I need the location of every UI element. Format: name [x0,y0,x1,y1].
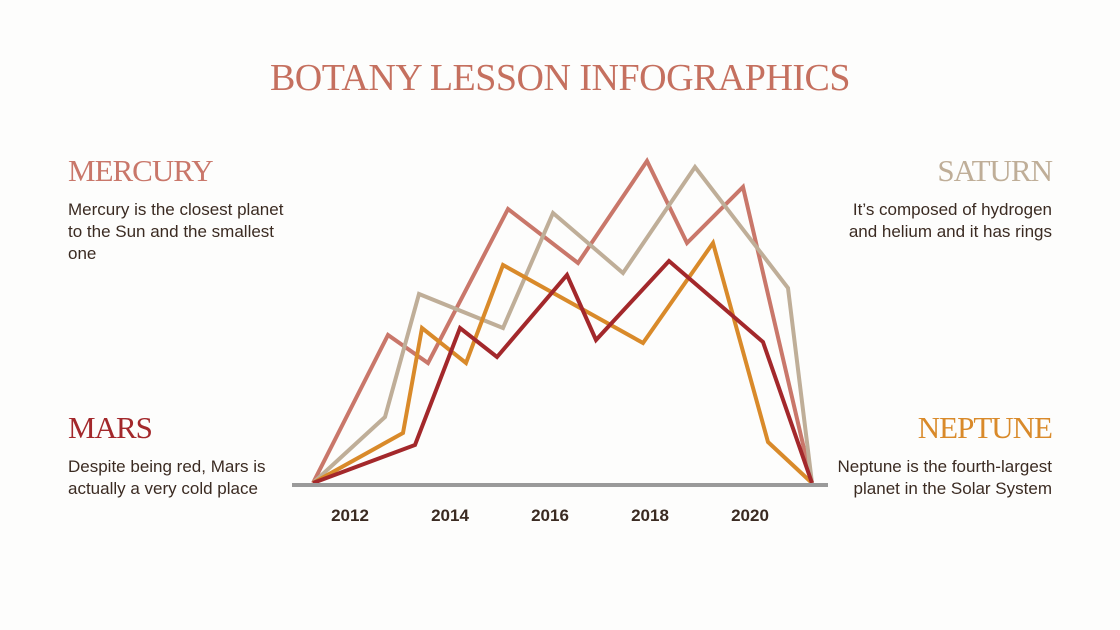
mars-description: Despite being red, Mars is actually a ve… [68,457,266,498]
mercury-heading: MERCURY [68,153,214,188]
saturn-heading: SATURN [937,153,1053,188]
mars-heading: MARS [68,410,153,445]
series-line-mars [312,258,814,485]
saturn-block: SATURN It’s composed of hydrogen and hel… [822,153,1053,243]
page-title: BOTANY LESSON INFOGRAPHICS [269,57,851,99]
x-tick-label: 2020 [731,506,769,525]
x-tick-label: 2014 [431,506,469,525]
neptune-description: Neptune is the fourth-largest planet in … [837,457,1052,498]
saturn-description: It’s composed of hydrogen and helium and… [848,200,1052,241]
mercury-block: MERCURY Mercury is the closest planet to… [68,153,298,265]
x-tick-label: 2018 [631,506,669,525]
x-tick-label: 2016 [531,506,569,525]
neptune-heading: NEPTUNE [917,410,1053,445]
mercury-description: Mercury is the closest planet to the Sun… [68,200,284,263]
series-line-saturn [311,163,814,485]
neptune-block: NEPTUNE Neptune is the fourth-largest pl… [822,410,1053,500]
x-tick-label: 2012 [331,506,369,525]
mars-block: MARS Despite being red, Mars is actually… [68,410,298,500]
series-line-neptune [312,238,814,485]
chart-series [311,157,814,485]
